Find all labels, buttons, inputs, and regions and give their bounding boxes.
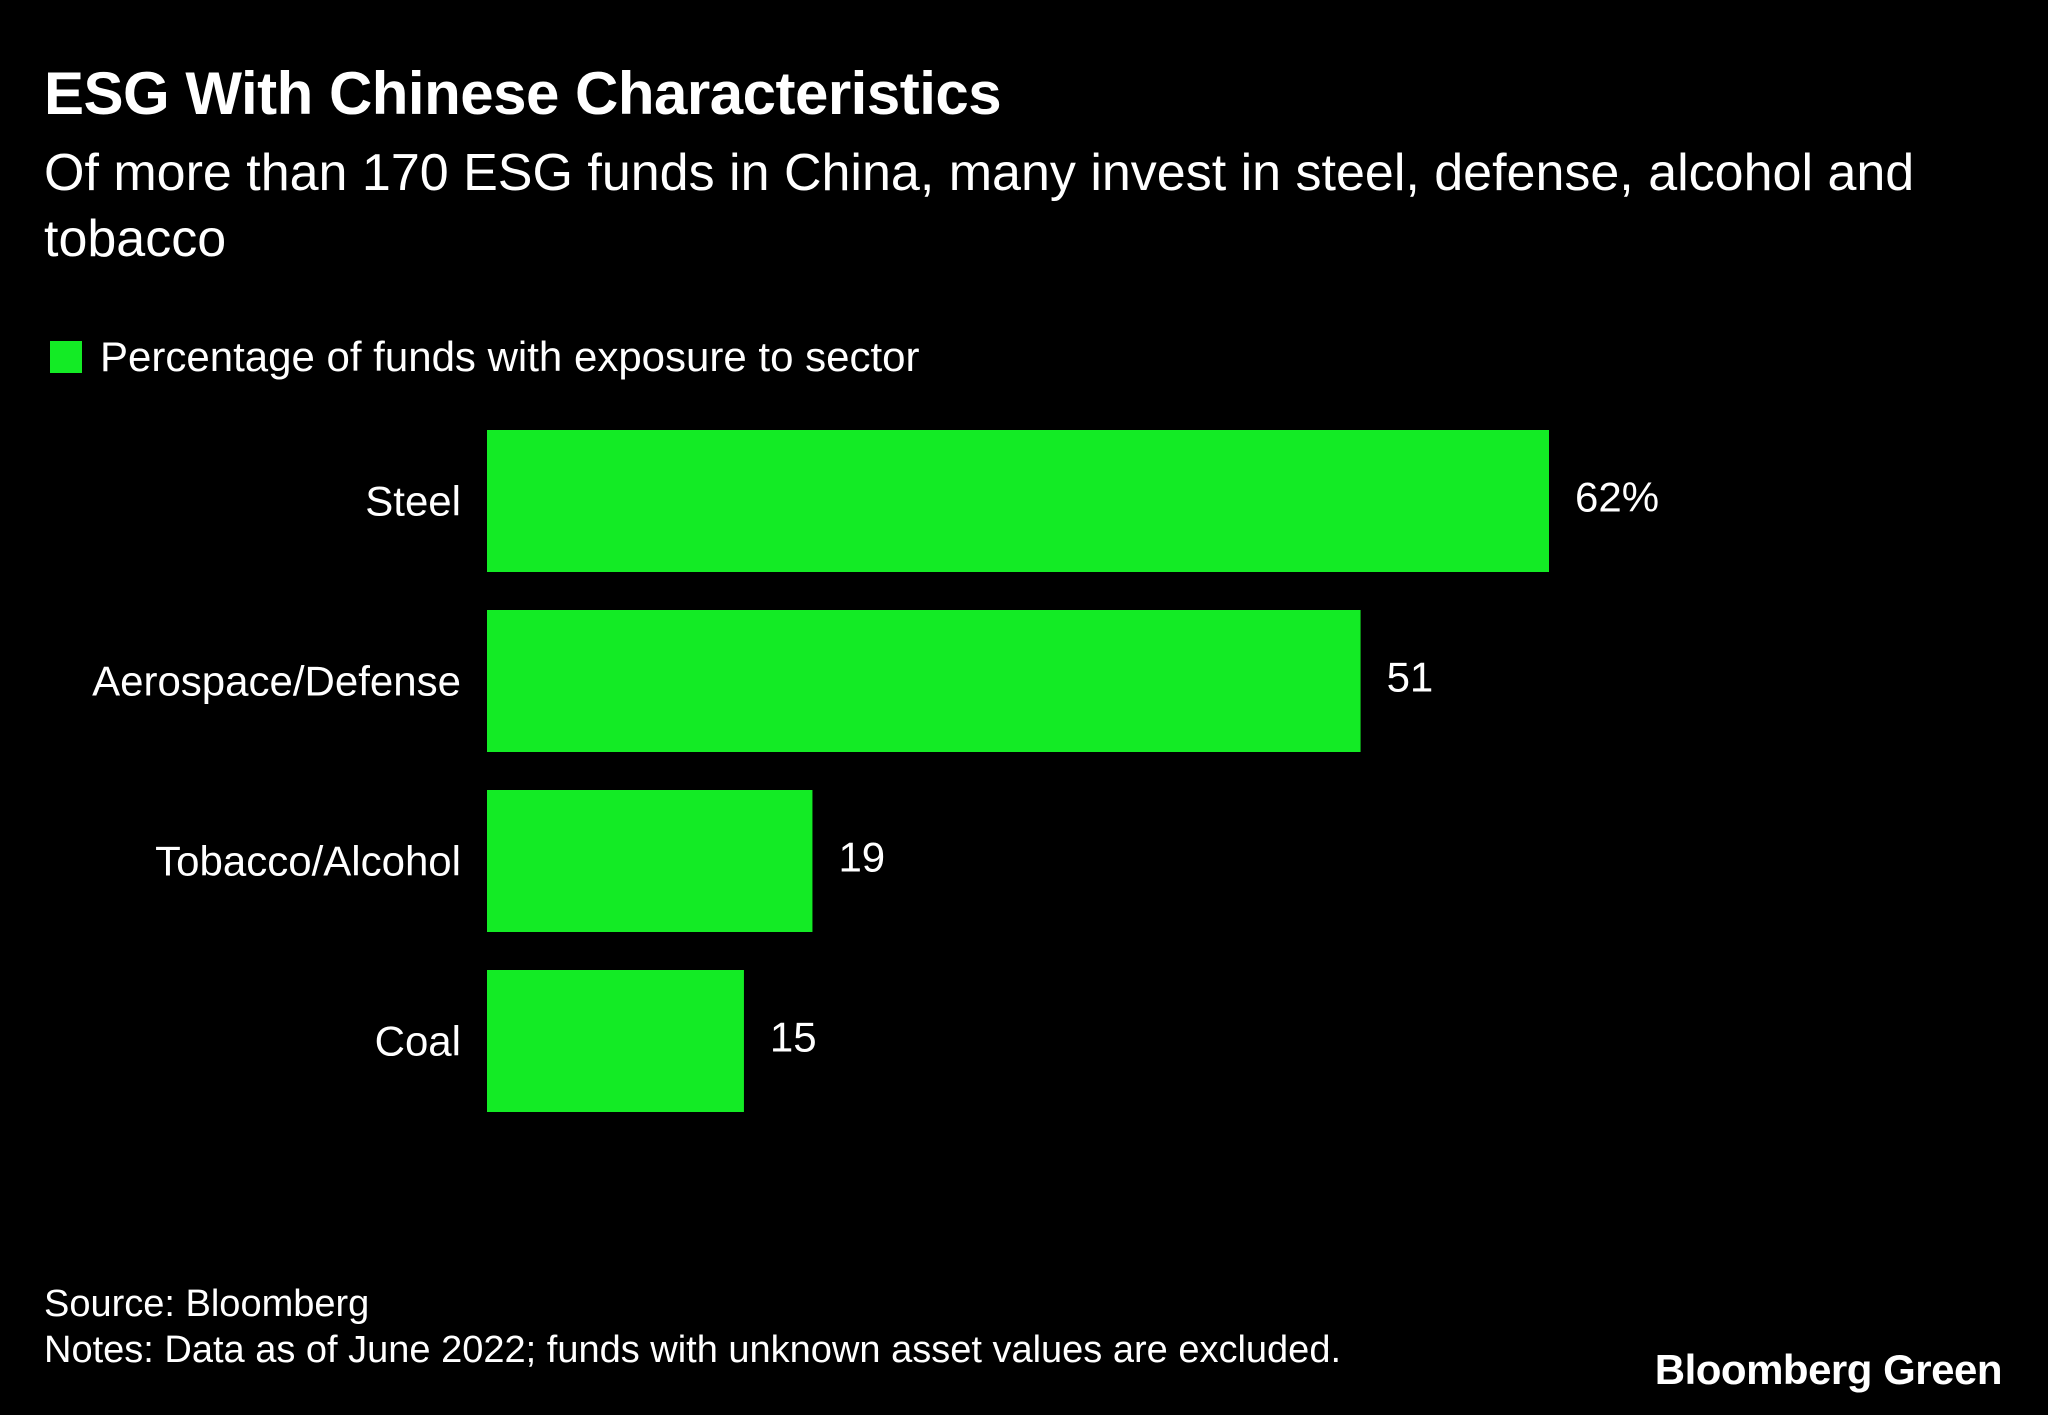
category-label-coal: Coal <box>375 1018 461 1065</box>
bar-aerospace-defense <box>487 610 1361 752</box>
category-label-steel: Steel <box>365 478 461 525</box>
value-label-steel: 62% <box>1575 474 1659 521</box>
legend-swatch <box>50 341 82 373</box>
bar-chart-svg: Steel 62% Aerospace/Defense 51 Tobacco/Alcoh… <box>92 430 1659 1112</box>
value-label-tobacco-alcohol: 19 <box>838 834 885 881</box>
brand-logo: Bloomberg Green <box>1654 1346 2003 1393</box>
value-label-coal: 15 <box>770 1014 817 1061</box>
category-label-aerospace-defense: Aerospace/Defense <box>92 658 461 705</box>
legend: Percentage of funds with exposure to sec… <box>50 330 919 384</box>
value-label-aerospace-defense: 51 <box>1387 654 1434 701</box>
notes: Notes: Data as of June 2022; funds with … <box>44 1329 1342 1371</box>
chart-subtitle: Of more than 170 ESG funds in China, man… <box>44 144 1915 268</box>
bar-steel <box>487 430 1549 572</box>
bar-chart: Steel 62% Aerospace/Defense 51 Tobacco/Alcoh… <box>0 400 2048 1140</box>
legend-label: Percentage of funds with exposure to sec… <box>100 333 920 380</box>
bar-tobacco-alcohol <box>487 790 813 932</box>
category-label-tobacco-alcohol: Tobacco/Alcohol <box>155 838 461 885</box>
source-note: Source: Bloomberg <box>44 1283 370 1325</box>
bar-coal <box>487 970 744 1112</box>
chart-title: ESG With Chinese Characteristics <box>44 60 1002 127</box>
